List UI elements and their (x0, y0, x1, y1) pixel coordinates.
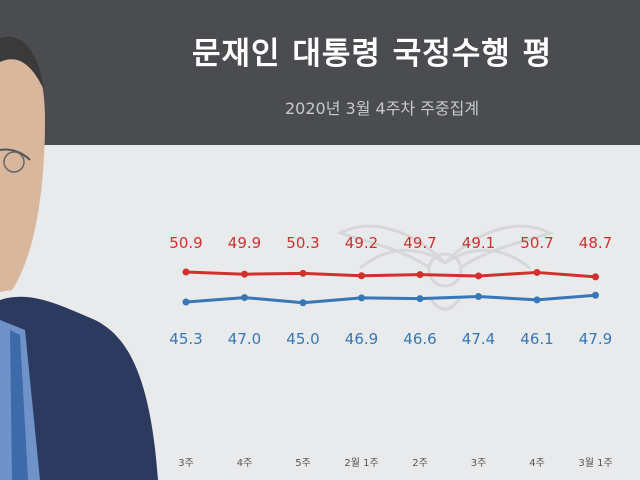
data-point-negative (299, 269, 307, 277)
data-point-positive (241, 294, 248, 302)
data-label-positive: 45.0 (286, 330, 319, 348)
data-point-positive (475, 293, 482, 301)
data-label-positive: 47.9 (579, 330, 612, 348)
data-point-negative (592, 273, 599, 281)
data-label-positive: 46.6 (403, 330, 436, 348)
data-label-positive: 46.1 (520, 330, 553, 348)
data-label-negative: 49.1 (462, 234, 495, 252)
series-line-negative (185, 270, 596, 279)
data-label-negative: 49.2 (345, 234, 378, 252)
x-tick-label: 3주 (471, 458, 487, 469)
data-point-positive (533, 296, 541, 304)
chart-title: 문재인 대통령 국정수행 평 (192, 36, 553, 72)
data-point-negative (475, 272, 482, 280)
data-point-negative (358, 272, 365, 280)
x-tick-label: 2주 (412, 458, 428, 469)
data-point-positive (358, 294, 365, 302)
data-point-positive (299, 299, 307, 307)
x-tick-label: 3월 1주 (578, 457, 612, 469)
data-point-negative (182, 268, 190, 276)
data-label-positive: 47.0 (228, 330, 261, 348)
series-line-positive (185, 293, 596, 305)
president-photo (0, 36, 158, 480)
data-point-positive (592, 291, 599, 299)
data-point-negative (533, 268, 541, 276)
data-label-negative: 50.7 (520, 234, 553, 252)
data-label-negative: 48.7 (579, 234, 612, 252)
data-label-positive: 46.9 (345, 330, 378, 348)
data-label-positive: 45.3 (169, 330, 202, 348)
x-tick-label: 4주 (237, 458, 253, 469)
data-label-negative: 49.7 (403, 234, 436, 252)
data-point-negative (241, 270, 248, 278)
x-tick-label: 4주 (529, 458, 545, 469)
data-point-positive (182, 298, 190, 306)
emblem-watermark (336, 224, 554, 311)
data-label-positive: 47.4 (462, 330, 495, 348)
data-label-negative: 49.9 (228, 234, 261, 252)
data-point-negative (416, 271, 424, 279)
chart-subtitle: 2020년 3월 4주차 주중집계 (285, 99, 480, 118)
x-tick-label: 5주 (295, 458, 311, 469)
x-tick-label: 2월 1주 (344, 457, 378, 469)
data-point-positive (416, 295, 424, 303)
data-label-negative: 50.3 (286, 234, 319, 252)
chart-header: 문재인 대통령 국정수행 평 2020년 3월 4주차 주중집계 (0, 0, 640, 145)
data-label-negative: 50.9 (169, 234, 202, 252)
x-tick-label: 3주 (178, 458, 194, 469)
